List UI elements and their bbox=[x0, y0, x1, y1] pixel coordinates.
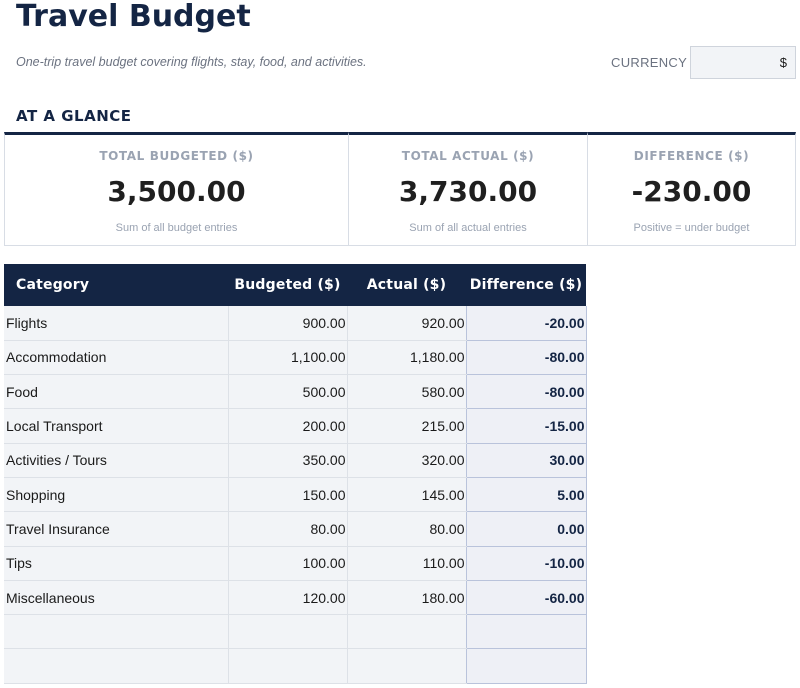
actual-cell[interactable]: 80.00 bbox=[346, 511, 466, 547]
column-header-budgeted: Budgeted ($) bbox=[228, 264, 347, 306]
actual-cell[interactable]: 320.00 bbox=[346, 443, 466, 478]
table-header-row: Category Budgeted ($) Actual ($) Differe… bbox=[4, 264, 586, 306]
kpi-total-budgeted: TOTAL BUDGETED ($) 3,500.00 Sum of all b… bbox=[4, 132, 348, 246]
actual-cell[interactable]: 920.00 bbox=[346, 306, 466, 341]
difference-cell: -80.00 bbox=[465, 340, 587, 376]
difference-cell: 0.00 bbox=[465, 511, 587, 547]
budgeted-cell[interactable]: 350.00 bbox=[227, 443, 347, 478]
kpi-note: Positive = under budget bbox=[633, 222, 750, 234]
table-row: Shopping 150.00 145.00 5.00 bbox=[4, 477, 587, 513]
category-cell[interactable]: Activities / Tours bbox=[4, 443, 228, 478]
column-header-difference: Difference ($) bbox=[466, 264, 586, 306]
actual-cell[interactable]: 145.00 bbox=[346, 477, 466, 513]
table-row bbox=[4, 614, 587, 650]
difference-cell: 5.00 bbox=[465, 477, 587, 513]
actual-cell[interactable]: 180.00 bbox=[346, 580, 466, 616]
category-cell[interactable]: Tips bbox=[4, 546, 228, 581]
kpi-summary: TOTAL BUDGETED ($) 3,500.00 Sum of all b… bbox=[4, 132, 796, 246]
budgeted-cell[interactable]: 80.00 bbox=[227, 511, 347, 547]
table-row bbox=[4, 648, 587, 684]
kpi-note: Sum of all actual entries bbox=[409, 222, 527, 234]
table-row: Activities / Tours 350.00 320.00 30.00 bbox=[4, 443, 587, 478]
difference-cell: -80.00 bbox=[465, 374, 587, 410]
table-row: Accommodation 1,100.00 1,180.00 -80.00 bbox=[4, 340, 587, 376]
category-cell[interactable]: Travel Insurance bbox=[4, 511, 228, 547]
actual-cell[interactable]: 215.00 bbox=[346, 408, 466, 444]
category-cell[interactable]: Accommodation bbox=[4, 340, 228, 376]
currency-input[interactable] bbox=[690, 46, 796, 79]
difference-cell: -60.00 bbox=[465, 580, 587, 616]
kpi-value: 3,500.00 bbox=[107, 175, 246, 208]
actual-cell[interactable]: 1,180.00 bbox=[346, 340, 466, 376]
table-row: Travel Insurance 80.00 80.00 0.00 bbox=[4, 511, 587, 547]
budgeted-cell[interactable] bbox=[227, 614, 347, 650]
page-title: Travel Budget bbox=[16, 0, 251, 34]
difference-cell: -15.00 bbox=[465, 408, 587, 444]
kpi-total-actual: TOTAL ACTUAL ($) 3,730.00 Sum of all act… bbox=[348, 132, 587, 246]
table-row: Tips 100.00 110.00 -10.00 bbox=[4, 546, 587, 581]
kpi-label: TOTAL BUDGETED ($) bbox=[99, 149, 254, 163]
currency-label: CURRENCY bbox=[611, 55, 688, 70]
actual-cell[interactable]: 580.00 bbox=[346, 374, 466, 410]
difference-cell bbox=[465, 648, 587, 684]
table-row: Miscellaneous 120.00 180.00 -60.00 bbox=[4, 580, 587, 616]
kpi-value: -230.00 bbox=[631, 175, 752, 208]
column-header-category: Category bbox=[4, 264, 228, 306]
budgeted-cell[interactable]: 1,100.00 bbox=[227, 340, 347, 376]
at-a-glance-heading: AT A GLANCE bbox=[16, 107, 132, 125]
table-row: Local Transport 200.00 215.00 -15.00 bbox=[4, 408, 587, 444]
page-subtitle: One-trip travel budget covering flights,… bbox=[16, 55, 367, 69]
kpi-label: TOTAL ACTUAL ($) bbox=[401, 149, 535, 163]
budgeted-cell[interactable]: 200.00 bbox=[227, 408, 347, 444]
budgeted-cell[interactable]: 900.00 bbox=[227, 306, 347, 341]
difference-cell: -20.00 bbox=[465, 306, 587, 341]
budgeted-cell[interactable]: 100.00 bbox=[227, 546, 347, 581]
category-cell[interactable]: Flights bbox=[4, 306, 228, 341]
category-cell[interactable]: Miscellaneous bbox=[4, 580, 228, 616]
table-body: Flights 900.00 920.00 -20.00 Accommodation 1,… bbox=[4, 306, 587, 684]
category-cell[interactable] bbox=[4, 614, 228, 650]
category-cell[interactable] bbox=[4, 648, 228, 684]
actual-cell[interactable] bbox=[346, 648, 466, 684]
kpi-label: DIFFERENCE ($) bbox=[633, 149, 750, 163]
category-cell[interactable]: Food bbox=[4, 374, 228, 410]
table-row: Flights 900.00 920.00 -20.00 bbox=[4, 306, 587, 341]
kpi-difference: DIFFERENCE ($) -230.00 Positive = under … bbox=[587, 132, 796, 246]
budget-table: Category Budgeted ($) Actual ($) Differe… bbox=[4, 264, 587, 684]
kpi-note: Sum of all budget entries bbox=[115, 222, 238, 234]
table-row: Food 500.00 580.00 -80.00 bbox=[4, 374, 587, 410]
budgeted-cell[interactable]: 120.00 bbox=[227, 580, 347, 616]
kpi-value: 3,730.00 bbox=[398, 175, 538, 208]
budgeted-cell[interactable]: 150.00 bbox=[227, 477, 347, 513]
budgeted-cell[interactable] bbox=[227, 648, 347, 684]
budgeted-cell[interactable]: 500.00 bbox=[227, 374, 347, 410]
actual-cell[interactable] bbox=[346, 614, 466, 650]
category-cell[interactable]: Shopping bbox=[4, 477, 228, 513]
difference-cell: 30.00 bbox=[465, 443, 587, 478]
category-cell[interactable]: Local Transport bbox=[4, 408, 228, 444]
difference-cell bbox=[465, 614, 587, 650]
difference-cell: -10.00 bbox=[465, 546, 587, 581]
actual-cell[interactable]: 110.00 bbox=[346, 546, 466, 581]
column-header-actual: Actual ($) bbox=[347, 264, 466, 306]
